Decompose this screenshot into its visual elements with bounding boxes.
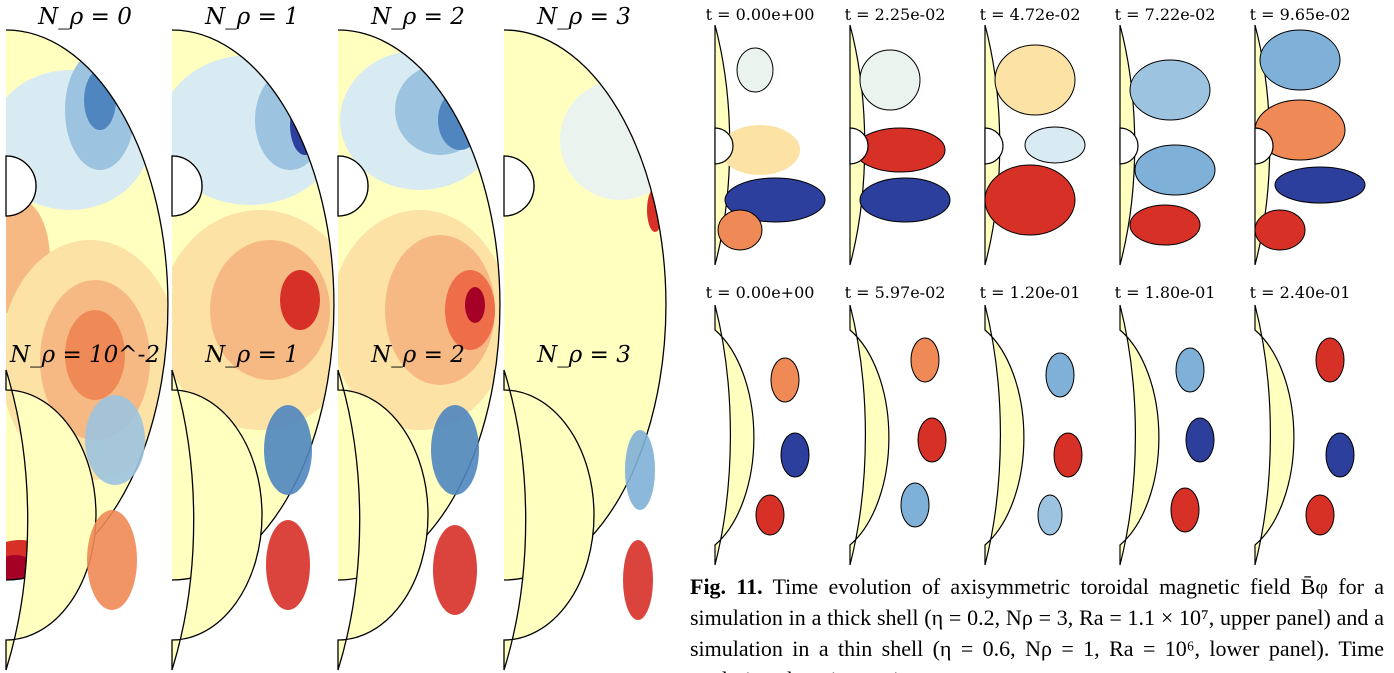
contour-panel (337, 369, 479, 671)
left-figure: N_ρ = 0 N_ρ = 1 N_ρ = 2 N_ρ = 3 (5, 4, 667, 671)
panel-label: N_ρ = 10^-2 (9, 342, 160, 368)
panel-label: N_ρ = 2 (370, 4, 465, 30)
contour-panel (714, 304, 810, 566)
contour-panel (503, 369, 655, 671)
panel-label: N_ρ = 3 (536, 4, 631, 30)
panel-label: N_ρ = 1 (204, 342, 299, 368)
panel-label: N_ρ = 3 (536, 342, 631, 368)
time-label: t = 7.22e-02 (1115, 5, 1216, 24)
time-label: t = 1.80e-01 (1115, 283, 1216, 302)
caption-text: Time evolution of axisymmetric toroidal … (690, 574, 1384, 673)
right-figure: t = 0.00e+00 t = 2.25e-02 t = 4.72e-02 t… (706, 5, 1366, 566)
time-label: t = 5.97e-02 (845, 283, 946, 302)
time-label: t = 0.00e+00 (706, 283, 815, 302)
contour-panel (849, 304, 947, 566)
figure-label: Fig. 11. (690, 574, 763, 599)
time-label: t = 1.20e-01 (980, 283, 1081, 302)
time-label: t = 2.25e-02 (845, 5, 946, 24)
contour-panel (1119, 24, 1216, 266)
contour-panel (849, 24, 951, 266)
contour-panel (984, 24, 1086, 266)
figure-caption: Fig. 11. Time evolution of axisymmetric … (690, 571, 1384, 673)
contour-panel (171, 369, 312, 671)
time-label: t = 2.40e-01 (1250, 283, 1351, 302)
time-label: t = 0.00e+00 (706, 5, 815, 24)
panel-label: N_ρ = 2 (370, 342, 465, 368)
contour-panel (1119, 304, 1215, 566)
panel-label: N_ρ = 1 (204, 4, 299, 30)
contour-panel (714, 24, 826, 266)
panel-label: N_ρ = 0 (37, 4, 132, 30)
contour-panel (984, 304, 1083, 566)
time-label: t = 9.65e-02 (1250, 5, 1351, 24)
contour-panel (1254, 304, 1355, 566)
contour-panel (1254, 24, 1366, 266)
contour-panel (5, 369, 145, 671)
time-label: t = 4.72e-02 (980, 5, 1081, 24)
